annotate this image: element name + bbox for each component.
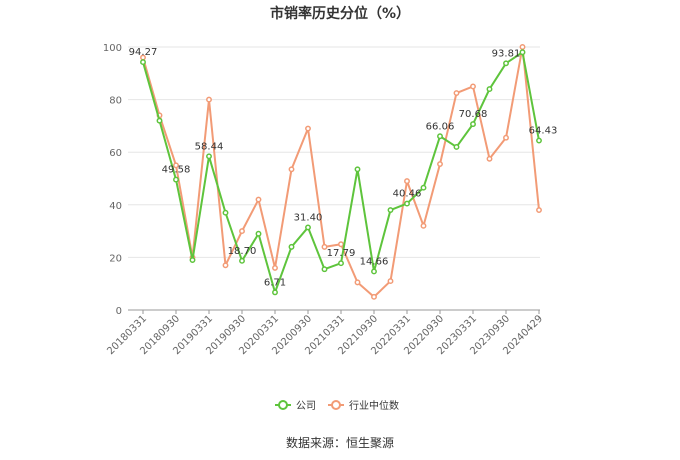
data-label: 64.43	[529, 126, 558, 137]
data-point	[536, 207, 542, 214]
legend-label: 公司	[296, 401, 316, 412]
data-label: 58.44	[195, 141, 224, 152]
data-point	[519, 44, 526, 50]
data-point	[536, 137, 542, 144]
legend-item[interactable]: 公司	[275, 400, 316, 412]
data-point	[173, 176, 179, 183]
data-point	[503, 134, 509, 141]
data-point	[420, 184, 427, 191]
data-point	[272, 289, 278, 296]
grid	[128, 46, 540, 311]
y-tick-label: 80	[109, 96, 122, 107]
data-point	[519, 49, 526, 56]
data-point	[239, 257, 245, 264]
data-point	[255, 196, 262, 203]
data-point	[354, 279, 361, 286]
data-label: 93.81	[492, 48, 521, 59]
y-tick-label: 0	[116, 306, 122, 317]
legend-item[interactable]: 行业中位数	[328, 399, 399, 412]
series	[140, 44, 542, 300]
chart-title: 市销率历史分位（%）	[270, 5, 410, 22]
data-point	[453, 143, 460, 150]
data-label: 49.58	[162, 165, 191, 176]
data-point	[338, 241, 344, 248]
data-point	[470, 83, 476, 90]
data-point	[255, 230, 262, 237]
data-point	[387, 278, 394, 285]
data-point	[453, 90, 460, 96]
data-labels: 94.27 49.58 58.44 18.70 6.71 31.40 17.79 14.66 4…	[129, 47, 558, 288]
data-label: 18.70	[228, 246, 257, 257]
y-tick-label: 100	[103, 43, 122, 54]
legend-marker	[331, 400, 341, 410]
data-point	[354, 166, 361, 173]
data-point	[321, 266, 328, 273]
data-point	[321, 243, 328, 250]
legend-label: 行业中位数	[349, 399, 399, 412]
data-point	[503, 60, 509, 67]
data-point	[140, 59, 146, 66]
y-tick-label: 60	[109, 148, 122, 159]
data-point	[305, 224, 311, 231]
data-point	[206, 153, 212, 160]
data-label: 66.06	[426, 121, 455, 132]
y-tick-label: 20	[109, 253, 122, 264]
data-point	[486, 86, 493, 93]
data-label: 17.79	[327, 248, 356, 259]
data-point	[470, 121, 476, 128]
data-point	[173, 162, 179, 169]
data-label: 31.40	[294, 212, 323, 223]
data-label: 40.46	[393, 189, 422, 200]
data-point	[272, 264, 278, 271]
data-point	[437, 133, 443, 140]
data-point	[288, 166, 295, 173]
data-point	[305, 125, 311, 132]
data-point	[338, 260, 344, 267]
data-label: 94.27	[129, 47, 158, 58]
data-point	[288, 243, 295, 250]
data-point	[437, 161, 443, 167]
data-label: 14.66	[360, 256, 389, 267]
data-point	[371, 268, 377, 275]
data-point	[371, 293, 377, 300]
legend-marker	[278, 400, 288, 410]
data-point	[222, 209, 229, 216]
y-tick-label: 40	[109, 201, 122, 212]
data-point	[486, 155, 493, 162]
data-point	[239, 228, 245, 235]
data-point	[387, 207, 394, 214]
data-point	[404, 200, 410, 207]
data-point	[206, 96, 212, 103]
data-point	[404, 178, 410, 185]
data-point	[420, 222, 427, 229]
data-label: 70.68	[459, 109, 488, 120]
data-point	[222, 262, 229, 269]
data-point	[189, 257, 196, 263]
source-note: 数据来源：恒生聚源	[286, 435, 394, 450]
data-point	[156, 117, 163, 124]
data-label: 6.71	[264, 277, 286, 288]
legend[interactable]: 公司 行业中位数	[275, 399, 399, 412]
